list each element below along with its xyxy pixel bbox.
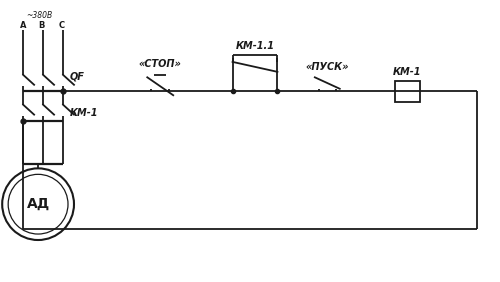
Text: C: C — [59, 21, 65, 30]
Text: QF: QF — [70, 71, 84, 81]
Text: КМ-1.1: КМ-1.1 — [236, 41, 275, 51]
Text: «ПУСК»: «ПУСК» — [306, 62, 349, 72]
Bar — [394, 81, 419, 102]
Text: B: B — [38, 21, 45, 30]
Text: «СТОП»: «СТОП» — [139, 59, 182, 69]
Text: ~380В: ~380В — [26, 11, 53, 20]
Text: КМ-1: КМ-1 — [70, 108, 98, 118]
Text: A: A — [20, 21, 26, 30]
Text: АД: АД — [26, 197, 50, 211]
Text: КМ-1: КМ-1 — [393, 67, 422, 77]
